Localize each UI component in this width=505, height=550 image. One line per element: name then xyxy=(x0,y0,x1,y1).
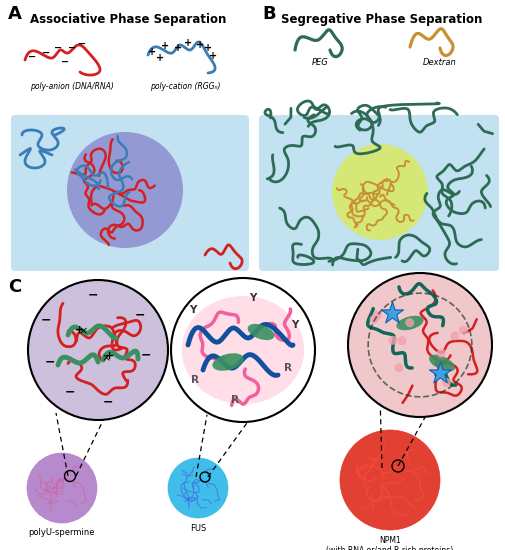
Text: −: − xyxy=(44,355,55,368)
Text: Y: Y xyxy=(249,293,256,303)
Text: Associative Phase Separation: Associative Phase Separation xyxy=(30,13,226,26)
Circle shape xyxy=(168,458,228,518)
Circle shape xyxy=(331,144,427,240)
Circle shape xyxy=(458,326,467,335)
Text: +: + xyxy=(75,325,84,335)
Circle shape xyxy=(436,349,445,358)
Ellipse shape xyxy=(181,296,304,404)
Circle shape xyxy=(28,280,168,420)
Text: Dextran: Dextran xyxy=(422,58,456,67)
Text: −: − xyxy=(78,39,86,49)
Point xyxy=(387,309,395,317)
Circle shape xyxy=(393,363,402,372)
Text: ×: × xyxy=(78,326,87,336)
Text: −: − xyxy=(103,395,113,409)
Text: −: − xyxy=(61,57,69,67)
Text: Y: Y xyxy=(291,320,298,330)
Text: R: R xyxy=(190,375,198,385)
Text: +: + xyxy=(174,43,182,53)
Text: poly-cation (RGGₙ): poly-cation (RGGₙ) xyxy=(149,82,220,91)
Circle shape xyxy=(397,336,406,345)
Text: +: + xyxy=(195,40,204,50)
Text: +: + xyxy=(105,351,115,361)
Ellipse shape xyxy=(212,353,243,371)
Text: Segregative Phase Separation: Segregative Phase Separation xyxy=(281,13,482,26)
Text: B: B xyxy=(262,5,275,23)
Text: −: − xyxy=(42,48,50,58)
Text: +: + xyxy=(209,51,217,61)
Text: −: − xyxy=(54,43,62,53)
Circle shape xyxy=(441,378,450,387)
Text: −: − xyxy=(134,309,145,322)
Text: Y: Y xyxy=(189,305,196,315)
Text: ×: × xyxy=(101,353,111,363)
Text: −: − xyxy=(41,314,51,327)
Text: PEG: PEG xyxy=(311,58,328,67)
Text: +: + xyxy=(147,47,156,57)
Text: C: C xyxy=(8,278,21,296)
Text: poly-anion (DNA/RNA): poly-anion (DNA/RNA) xyxy=(30,82,114,91)
FancyBboxPatch shape xyxy=(11,115,248,271)
Text: −: − xyxy=(87,289,98,301)
Circle shape xyxy=(449,331,459,340)
Circle shape xyxy=(369,315,378,324)
Circle shape xyxy=(339,430,439,530)
Text: +: + xyxy=(204,43,212,53)
Text: polyU-spermine: polyU-spermine xyxy=(29,528,95,537)
Text: −: − xyxy=(28,52,36,62)
Ellipse shape xyxy=(428,355,454,371)
Text: FUS: FUS xyxy=(189,524,206,533)
Circle shape xyxy=(405,318,414,327)
FancyBboxPatch shape xyxy=(259,115,498,271)
Text: +: + xyxy=(161,41,169,51)
Text: +: + xyxy=(184,38,192,48)
Text: R: R xyxy=(283,363,291,373)
Ellipse shape xyxy=(395,316,423,330)
Text: NPM1
(with RNA or/and R-rich proteins): NPM1 (with RNA or/and R-rich proteins) xyxy=(326,536,452,550)
Circle shape xyxy=(347,273,491,417)
Text: −: − xyxy=(65,386,75,399)
Text: A: A xyxy=(8,5,22,23)
Text: R: R xyxy=(231,395,238,405)
Circle shape xyxy=(27,453,97,523)
Point xyxy=(435,368,443,377)
Text: +: + xyxy=(156,53,164,63)
Text: −: − xyxy=(140,349,151,361)
Text: −: − xyxy=(68,43,76,53)
Circle shape xyxy=(171,278,315,422)
Circle shape xyxy=(67,132,183,248)
Ellipse shape xyxy=(247,324,274,340)
Circle shape xyxy=(372,311,381,320)
Circle shape xyxy=(388,336,397,345)
